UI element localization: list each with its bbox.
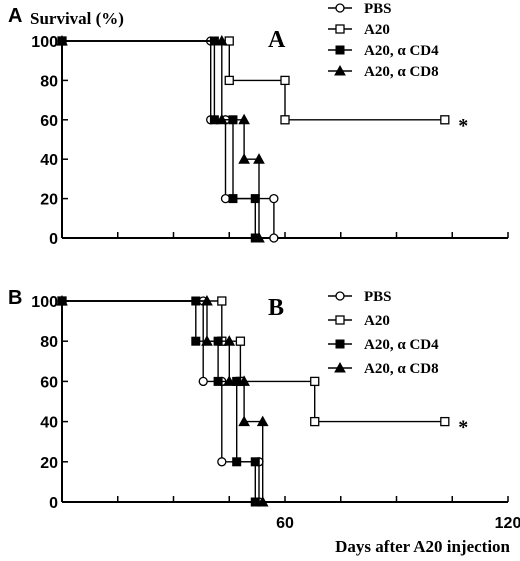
data-point (235, 336, 246, 346)
data-point (238, 113, 250, 125)
data-point (223, 375, 236, 386)
legend-marker (335, 24, 345, 34)
data-point (256, 415, 269, 427)
significance-annotation: * (458, 417, 468, 439)
series-line (62, 40, 275, 238)
data-point (191, 336, 201, 346)
x-tick-label: 120 (495, 515, 520, 532)
y-tick-label: 100 (31, 294, 58, 311)
significance-annotation: * (458, 115, 468, 137)
legend-label: A20, α CD8 (364, 361, 439, 377)
legend-marker (334, 64, 346, 76)
y-tick-label: 80 (40, 73, 58, 90)
legend-marker (335, 315, 345, 325)
data-point (253, 231, 265, 243)
series-line (62, 300, 445, 423)
data-point (228, 194, 238, 204)
data-point (215, 34, 228, 46)
data-point (232, 457, 242, 467)
y-tick-label: 60 (40, 374, 58, 391)
series-line (62, 300, 264, 502)
data-point (213, 376, 223, 386)
data-point (56, 294, 68, 306)
y-tick-label: 20 (40, 192, 58, 209)
legend-label: A20 (364, 22, 390, 38)
data-point (256, 495, 269, 507)
y-tick-label: 40 (40, 415, 58, 432)
series-line (62, 40, 256, 238)
y-tick-label: 60 (40, 113, 58, 130)
data-point (253, 153, 265, 164)
y-tick-label: 80 (40, 334, 58, 351)
data-point (280, 115, 290, 125)
legend-label: A20, α CD8 (364, 64, 439, 80)
legend-marker (335, 339, 345, 349)
legend-label: A20, α CD4 (364, 43, 439, 59)
x-axis-label: Days after A20 injection (335, 537, 510, 556)
data-point (201, 294, 213, 306)
x-tick-label: 60 (276, 515, 294, 532)
data-point (217, 296, 227, 306)
data-point (238, 375, 250, 386)
data-point (223, 335, 236, 346)
data-point (310, 416, 320, 427)
data-point (238, 415, 250, 427)
series-line (62, 300, 260, 502)
panel-b: 0 20 40 60 80 100 60 120 B B Days after A20 inject… (8, 287, 520, 556)
data-point (269, 193, 279, 204)
data-point (224, 75, 234, 86)
y-tick-label: 100 (31, 34, 58, 51)
panel-a: 0 20 40 60 80 100 A A Survival (%) PBS A20 A20, α C… (8, 1, 509, 248)
series-line (62, 300, 256, 502)
data-point (269, 233, 279, 243)
data-point (250, 497, 260, 507)
y-tick-label: 20 (40, 455, 58, 472)
legend-label: A20, α CD4 (364, 337, 439, 353)
data-point (238, 153, 250, 164)
panel-letter: B (8, 287, 22, 309)
data-point (250, 457, 260, 467)
y-tick-label: 0 (49, 231, 58, 248)
y-tick-label: 0 (49, 495, 58, 512)
data-point (198, 376, 208, 387)
legend-label: A20 (364, 313, 390, 329)
data-point (217, 457, 227, 467)
y-tick-label: 40 (40, 152, 58, 169)
y-axis-label: Survival (%) (30, 9, 124, 28)
data-point (215, 113, 228, 125)
data-point (201, 335, 213, 346)
data-point (224, 36, 234, 46)
data-point (310, 376, 320, 387)
panel-title: A (268, 27, 286, 53)
data-point (56, 34, 68, 46)
data-point (250, 194, 260, 204)
legend-label: PBS (364, 1, 392, 17)
legend-marker (335, 45, 345, 55)
legend-label: PBS (364, 289, 392, 305)
legend-marker (335, 3, 345, 13)
panel-title: B (268, 295, 284, 321)
data-point (209, 115, 219, 125)
panel-letter: A (8, 5, 22, 27)
data-point (280, 75, 290, 86)
legend-marker (335, 291, 345, 301)
legend-marker (334, 361, 346, 373)
data-point (220, 193, 231, 204)
data-point (440, 416, 450, 427)
data-point (440, 115, 450, 125)
